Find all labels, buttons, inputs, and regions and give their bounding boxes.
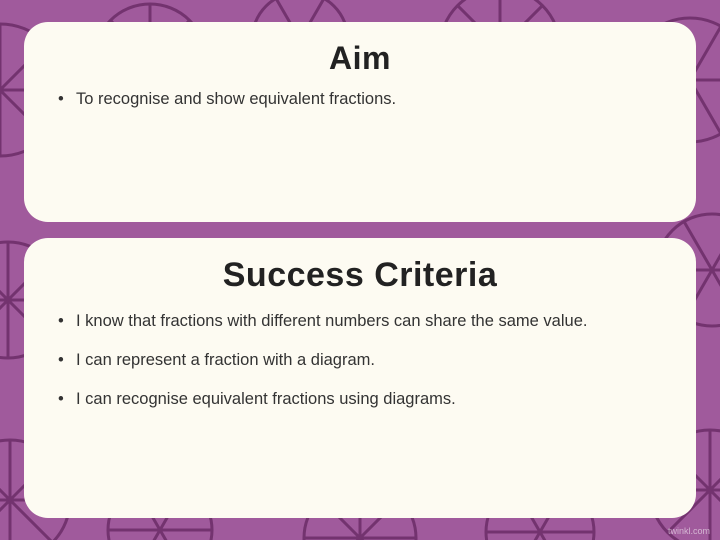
list-item: I can represent a fraction with a diagra… <box>58 348 668 373</box>
success-title: Success Criteria <box>52 256 668 295</box>
list-item: To recognise and show equivalent fractio… <box>58 87 668 112</box>
aim-card: Aim To recognise and show equivalent fra… <box>24 22 696 222</box>
success-bullet-list: I know that fractions with different num… <box>52 309 668 411</box>
list-item: I can recognise equivalent fractions usi… <box>58 387 668 412</box>
success-card: Success Criteria I know that fractions w… <box>24 238 696 518</box>
watermark-text: twinkl.com <box>668 526 710 536</box>
aim-bullet-list: To recognise and show equivalent fractio… <box>52 87 668 112</box>
list-item: I know that fractions with different num… <box>58 309 668 334</box>
aim-title: Aim <box>52 40 668 77</box>
